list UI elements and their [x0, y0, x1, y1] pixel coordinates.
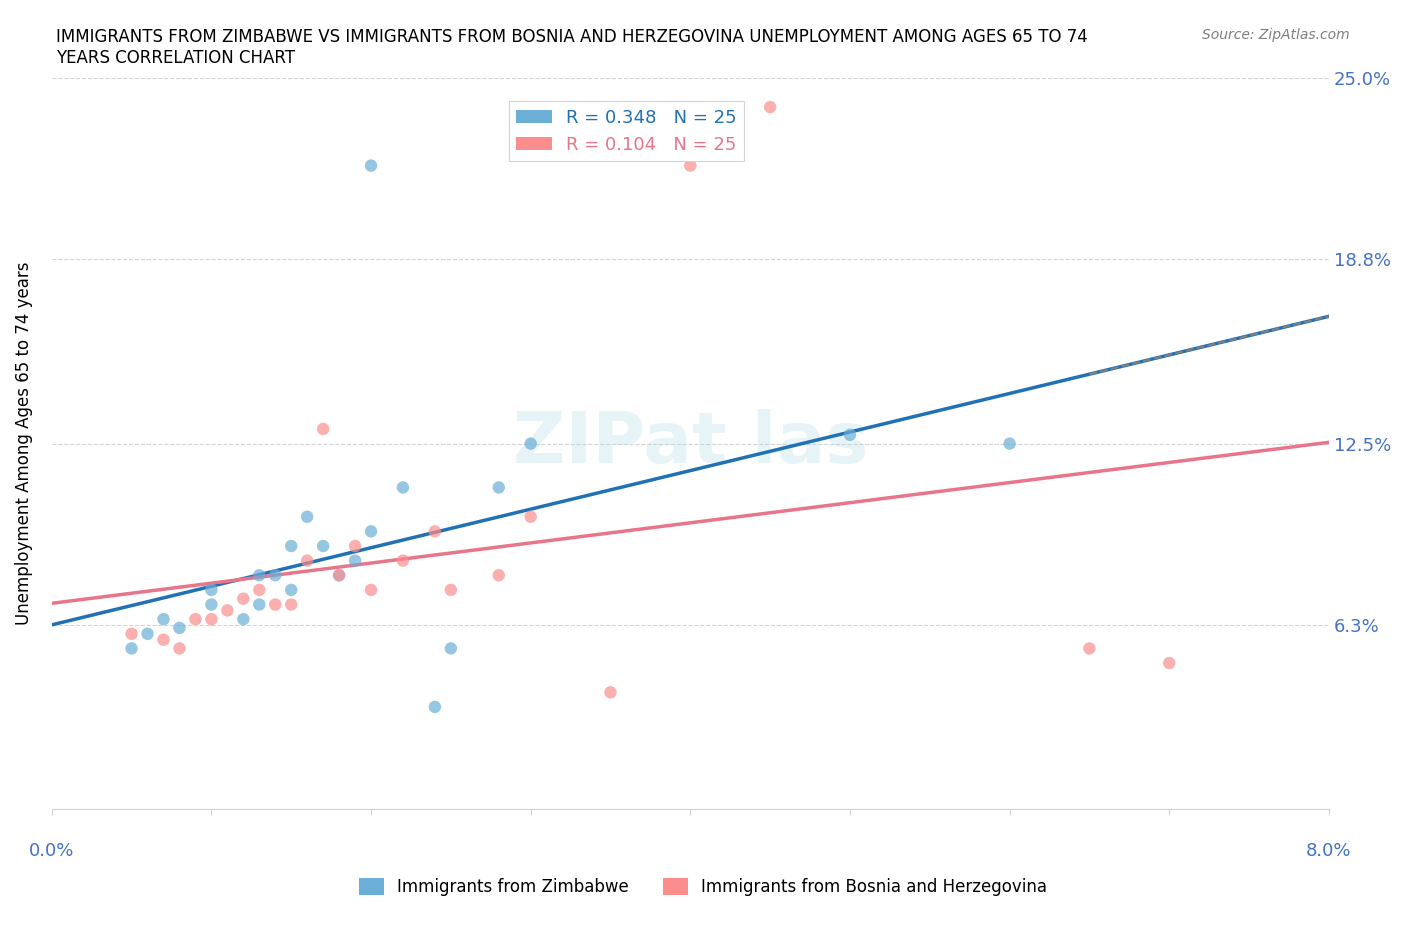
Text: 8.0%: 8.0%	[1306, 843, 1351, 860]
Point	[599, 684, 621, 699]
Point	[423, 524, 446, 538]
Point	[200, 582, 222, 597]
Point	[328, 568, 350, 583]
Point	[152, 612, 174, 627]
Point	[247, 568, 270, 583]
Point	[423, 699, 446, 714]
Point	[264, 568, 287, 583]
Point	[759, 100, 782, 114]
Point	[360, 524, 382, 538]
Point	[1078, 641, 1101, 656]
Point	[200, 612, 222, 627]
Point	[440, 582, 463, 597]
Legend: Immigrants from Zimbabwe, Immigrants from Bosnia and Herzegovina: Immigrants from Zimbabwe, Immigrants fro…	[353, 871, 1053, 903]
Point	[264, 597, 287, 612]
Text: Source: ZipAtlas.com: Source: ZipAtlas.com	[1202, 28, 1350, 42]
Point	[169, 620, 191, 635]
Point	[280, 582, 302, 597]
Point	[295, 510, 318, 525]
Point	[519, 510, 541, 525]
Point	[998, 436, 1021, 451]
Point	[344, 538, 367, 553]
Point	[360, 158, 382, 173]
Point	[440, 641, 463, 656]
Point	[200, 597, 222, 612]
Point	[295, 553, 318, 568]
Point	[121, 641, 143, 656]
Point	[152, 632, 174, 647]
Point	[121, 626, 143, 641]
Point	[232, 612, 254, 627]
Point	[232, 591, 254, 606]
Y-axis label: Unemployment Among Ages 65 to 74 years: Unemployment Among Ages 65 to 74 years	[15, 262, 32, 625]
Point	[344, 553, 367, 568]
Point	[488, 568, 510, 583]
Point	[312, 421, 335, 436]
Point	[488, 480, 510, 495]
Legend: R = 0.348   N = 25, R = 0.104   N = 25: R = 0.348 N = 25, R = 0.104 N = 25	[509, 101, 744, 161]
Text: 0.0%: 0.0%	[30, 843, 75, 860]
Point	[392, 480, 415, 495]
Text: IMMIGRANTS FROM ZIMBABWE VS IMMIGRANTS FROM BOSNIA AND HERZEGOVINA UNEMPLOYMENT : IMMIGRANTS FROM ZIMBABWE VS IMMIGRANTS F…	[56, 28, 1088, 67]
Point	[217, 603, 239, 618]
Point	[247, 597, 270, 612]
Point	[392, 553, 415, 568]
Point	[839, 428, 862, 443]
Point	[136, 626, 159, 641]
Point	[312, 538, 335, 553]
Text: ZIPat las: ZIPat las	[513, 409, 868, 478]
Point	[679, 158, 702, 173]
Point	[247, 582, 270, 597]
Point	[519, 436, 541, 451]
Point	[169, 641, 191, 656]
Point	[360, 582, 382, 597]
Point	[184, 612, 207, 627]
Point	[280, 597, 302, 612]
Point	[328, 568, 350, 583]
Point	[1159, 656, 1181, 671]
Point	[280, 538, 302, 553]
